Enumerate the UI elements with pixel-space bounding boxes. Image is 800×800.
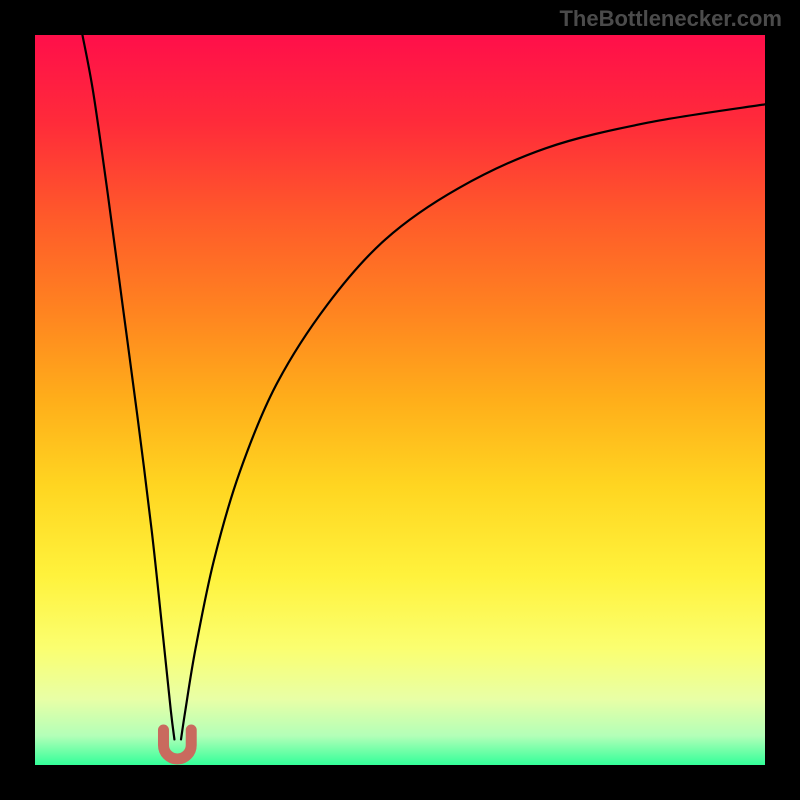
plot-area [35,35,765,765]
minimum-marker [35,35,765,765]
watermark-text: TheBottlenecker.com [559,6,782,32]
chart-frame: TheBottlenecker.com [0,0,800,800]
